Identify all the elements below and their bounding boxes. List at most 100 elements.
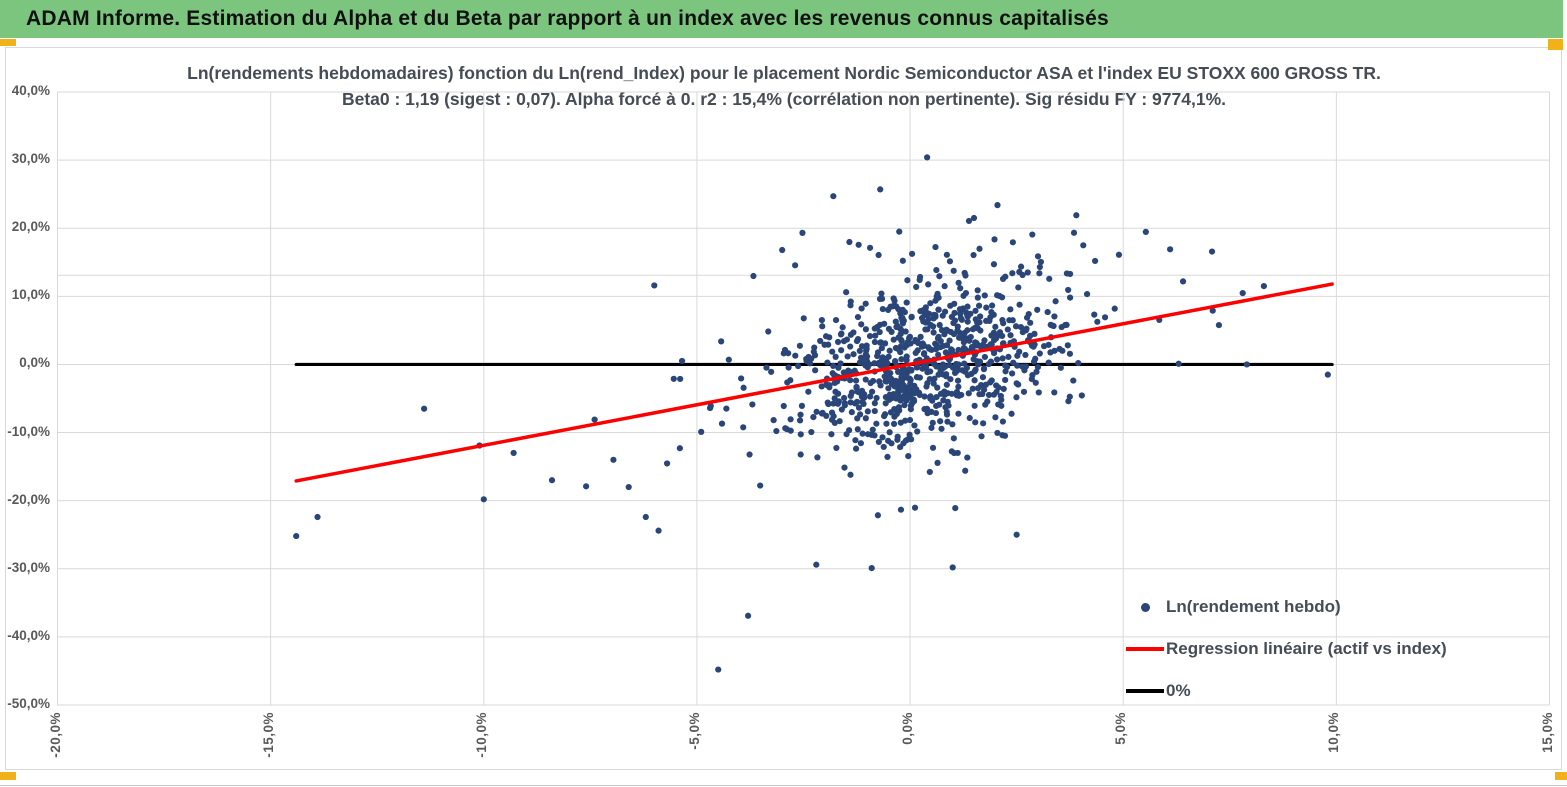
scatter-point: [1208, 248, 1216, 255]
scatter-point: [965, 217, 973, 225]
y-tick-label: 10,0%: [11, 287, 50, 303]
scatter-point: [911, 504, 919, 511]
scatter-point: [933, 342, 940, 349]
scatter-point: [999, 432, 1006, 439]
scatter-point: [810, 414, 817, 421]
scatter-point: [1066, 350, 1074, 357]
scatter-point: [960, 344, 968, 352]
scatter-point: [836, 418, 843, 425]
handle-bottom-left[interactable]: [0, 772, 16, 780]
scatter-point: [858, 321, 865, 328]
scatter-point: [943, 251, 951, 258]
plot-area-border[interactable]: [57, 91, 1550, 706]
scatter-point: [1324, 371, 1331, 378]
scatter-point: [896, 228, 903, 235]
scatter-point: [823, 381, 830, 389]
scatter-point: [846, 238, 853, 246]
scatter-point: [895, 368, 902, 375]
scatter-point: [852, 377, 860, 384]
scatter-point: [1008, 370, 1016, 377]
scatter-point: [871, 407, 878, 415]
scatter-point: [738, 375, 745, 382]
scatter-point: [935, 306, 942, 313]
scatter-point: [990, 311, 997, 318]
scatter-point: [984, 398, 991, 405]
legend-item[interactable]: Regression linéaire (actif vs index): [1126, 628, 1447, 670]
scatter-point: [965, 390, 972, 397]
scatter-point: [877, 382, 884, 389]
handle-top-left[interactable]: [0, 39, 16, 46]
scatter-point: [954, 327, 961, 334]
scatter-point: [1024, 269, 1031, 276]
scatter-point: [864, 431, 872, 438]
scatter-point: [943, 408, 950, 415]
scatter-point: [797, 431, 804, 438]
scatter-point: [989, 302, 996, 309]
scatter-point: [818, 383, 825, 390]
scatter-point: [913, 386, 920, 393]
chart-legend[interactable]: Ln(rendement hebdo) Regression linéaire (…: [1126, 586, 1447, 712]
scatter-point: [314, 513, 321, 521]
scatter-point: [1027, 319, 1034, 326]
scatter-point: [1036, 263, 1043, 271]
scatter-point: [875, 251, 882, 259]
regression-line-series[interactable]: [294, 282, 1334, 483]
scatter-point: [831, 419, 838, 427]
scatter-point: [936, 401, 943, 408]
scatter-point: [862, 300, 869, 307]
scatter-point: [1002, 376, 1009, 384]
scatter-point: [1016, 348, 1023, 355]
scatter-point: [902, 437, 910, 444]
scatter-point: [773, 427, 780, 435]
scatter-point: [980, 366, 988, 373]
scatter-point: [1063, 270, 1071, 277]
scatter-point: [897, 506, 905, 513]
scatter-point: [955, 383, 962, 390]
legend-item[interactable]: 0%: [1126, 670, 1447, 712]
scatter-point: [1035, 389, 1042, 396]
scatter-point: [893, 395, 900, 402]
scatter-point: [1044, 308, 1051, 316]
scatter-point: [942, 349, 949, 356]
handle-bottom-right[interactable]: [1555, 772, 1567, 780]
scatter-point: [933, 293, 940, 300]
scatter-point: [1016, 268, 1023, 276]
scatter-point: [877, 339, 884, 346]
scatter-point: [1057, 364, 1064, 371]
scatter-point: [1007, 332, 1014, 339]
scatter-point: [890, 336, 897, 343]
scatter-point: [950, 435, 957, 442]
scatter-point: [792, 352, 799, 359]
scatter-point: [876, 328, 883, 336]
chart-title[interactable]: Ln(rendements hebdomadaires) fonction du…: [5, 60, 1563, 112]
scatter-point: [856, 359, 864, 366]
legend-line-marker-icon: [1126, 647, 1164, 651]
scatter-point: [810, 348, 817, 355]
scatter-point: [725, 356, 732, 363]
scatter-point: [850, 351, 857, 358]
scatter-point: [1051, 313, 1058, 320]
scatter-point: [846, 368, 854, 375]
x-tick-label: 0,0%: [900, 712, 916, 745]
scatter-point: [839, 324, 846, 331]
scatter-point: [1051, 389, 1058, 396]
scatter-point: [1059, 347, 1066, 354]
scatter-point: [960, 292, 967, 299]
scatter-point: [877, 186, 884, 193]
y-tick-label: -10,0%: [7, 423, 50, 439]
scatter-point: [948, 390, 955, 397]
scatter-point: [835, 398, 842, 405]
scatter-point: [948, 313, 955, 321]
y-tick-label: 40,0%: [11, 83, 50, 98]
legend-item[interactable]: Ln(rendement hebdo): [1126, 586, 1447, 628]
scatter-point: [960, 339, 967, 346]
scatter-point: [795, 362, 802, 370]
legend-dot-marker-icon: [1126, 602, 1164, 612]
legend-line-marker-icon: [1126, 689, 1164, 693]
scatter-point: [903, 353, 910, 360]
scatter-point: [797, 451, 804, 458]
scatter-point: [892, 303, 900, 310]
scatter-point: [904, 277, 911, 284]
handle-top-right[interactable]: [1548, 39, 1563, 50]
scatter-point: [779, 246, 786, 254]
